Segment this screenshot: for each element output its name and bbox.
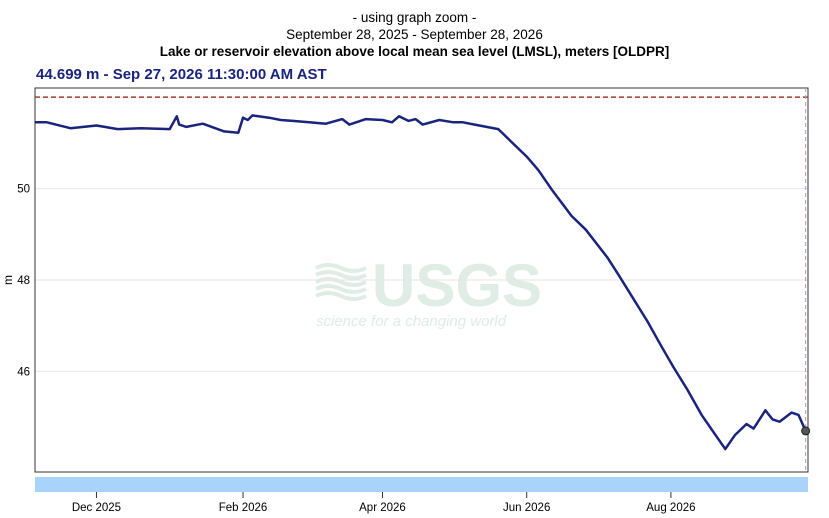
y-tick-label: 50	[17, 184, 30, 196]
y-tick-label: 46	[17, 366, 30, 378]
y-axis-label: m	[1, 275, 15, 285]
grid-lines	[35, 188, 808, 372]
plot-frame	[34, 87, 809, 473]
chart-date-range: September 28, 2025 - September 28, 2026	[286, 27, 543, 42]
y-axis-ticks: 46 48 50	[17, 184, 30, 379]
x-tick-label: Jun 2026	[503, 502, 550, 514]
chart-title: Lake or reservoir elevation above local …	[159, 44, 670, 59]
usgs-logo-text: USGS	[372, 252, 542, 319]
x-tick-label: Feb 2026	[219, 502, 268, 514]
x-tick-label: Dec 2025	[72, 502, 121, 514]
usgs-watermark: USGS science for a changing world	[315, 252, 542, 330]
navigator-bar[interactable]	[35, 477, 808, 492]
cursor-point[interactable]	[801, 426, 811, 436]
usgs-tagline: science for a changing world	[316, 313, 507, 330]
value-readout: 44.699 m - Sep 27, 2026 11:30:00 AM AST	[36, 66, 327, 83]
x-tick-label: Aug 2026	[646, 502, 695, 514]
x-axis-ticks: Dec 2025 Feb 2026 Apr 2026 Jun 2026 Aug 2026	[72, 492, 696, 514]
y-tick-label: 48	[17, 275, 30, 287]
usgs-logo-icon	[315, 263, 367, 301]
chart-subtitle: - using graph zoom -	[352, 10, 477, 25]
series-line	[35, 114, 807, 451]
x-tick-label: Apr 2026	[359, 502, 406, 514]
